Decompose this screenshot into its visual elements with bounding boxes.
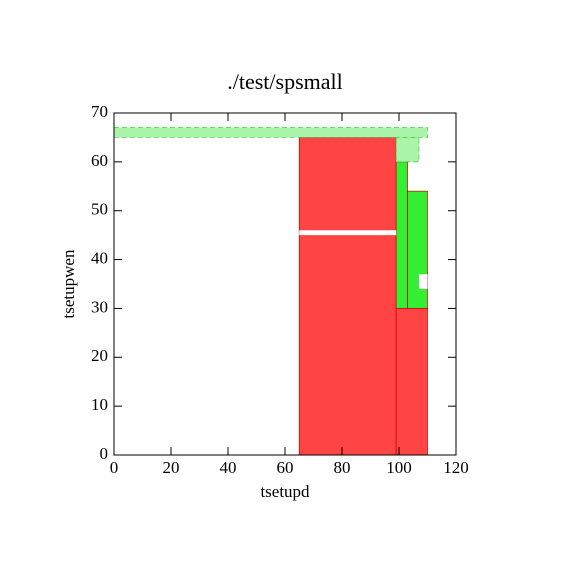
x-tick-label: 40 [220, 458, 237, 477]
y-tick-label: 30 [91, 297, 108, 316]
y-tick-label: 50 [91, 200, 108, 219]
region [299, 230, 397, 236]
y-tick-label: 0 [100, 444, 109, 463]
chart-title: ./test/spsmall [227, 69, 343, 94]
x-tick-label: 80 [334, 458, 351, 477]
x-tick-label: 0 [110, 458, 119, 477]
region [113, 127, 428, 138]
y-axis-label: tsetupwen [59, 249, 78, 318]
x-tick-label: 100 [386, 458, 412, 477]
y-tick-label: 40 [91, 248, 108, 267]
y-tick-label: 20 [91, 346, 108, 365]
region [395, 308, 428, 456]
x-axis-label: tsetupd [260, 482, 310, 501]
y-tick-label: 10 [91, 395, 108, 414]
region [407, 190, 428, 309]
y-tick-label: 60 [91, 151, 108, 170]
region [395, 161, 408, 309]
x-tick-label: 60 [277, 458, 294, 477]
x-tick-label: 120 [443, 458, 469, 477]
y-tick-label: 70 [91, 102, 108, 121]
x-tick-label: 20 [163, 458, 180, 477]
region [418, 274, 428, 289]
region [298, 137, 397, 456]
region [395, 137, 420, 163]
